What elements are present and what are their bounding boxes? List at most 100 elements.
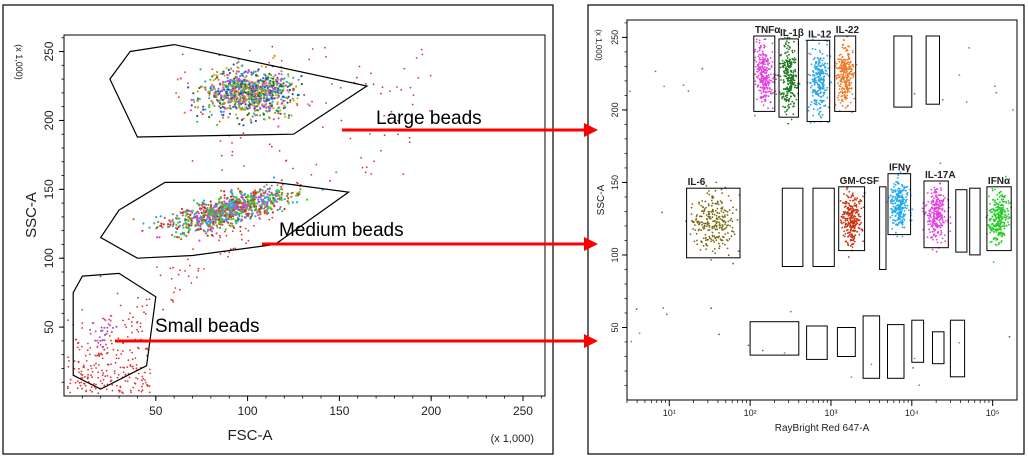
right-population-point [841, 213, 844, 216]
left-bead-point [268, 109, 271, 112]
right-population-point [926, 192, 929, 195]
right-population-point [753, 114, 756, 117]
left-bead-point [258, 95, 261, 98]
right-population-point [846, 94, 848, 97]
right-population-point [785, 59, 787, 62]
right-population-point [847, 235, 849, 238]
right-population-point [721, 207, 724, 210]
right-population-point [718, 232, 720, 234]
right-population-point [890, 194, 892, 197]
left-bead-point [250, 96, 253, 99]
left-debris-point [170, 278, 173, 280]
left-bead-point [168, 219, 171, 222]
left-bead-point [183, 111, 186, 114]
right-population-point [717, 203, 720, 206]
right-population-point [928, 220, 931, 223]
right-population-point [813, 82, 816, 84]
right-population-point [843, 202, 846, 205]
left-bead-point [278, 194, 281, 197]
left-debris-point [271, 45, 274, 48]
left-debris-point [184, 71, 187, 74]
right-population-point [769, 68, 771, 70]
left-bead-point [254, 209, 257, 212]
right-population-point [928, 212, 931, 215]
left-bead-point [223, 88, 226, 91]
left-bead-point [254, 215, 257, 218]
right-population-point [845, 223, 847, 225]
left-bead-point [233, 82, 236, 85]
right-population-point [785, 113, 788, 116]
left-debris-point [81, 345, 83, 348]
left-bead-point [210, 209, 213, 212]
right-population-point [838, 75, 841, 77]
left-bead-point [264, 201, 267, 204]
right-population-point [840, 99, 843, 102]
right-population-point [845, 226, 847, 228]
left-bead-point [300, 83, 303, 86]
right-population-point [811, 84, 813, 87]
left-bead-point [203, 202, 206, 205]
right-population-point [938, 225, 941, 227]
right-population-point [844, 210, 846, 213]
left-bead-point [239, 107, 242, 110]
left-bead-point [244, 106, 247, 109]
left-bead-point [276, 208, 279, 212]
right-population-point [933, 219, 935, 222]
left-bead-point [202, 199, 206, 202]
right-population-point [1000, 190, 1002, 193]
left-debris-point [81, 327, 83, 329]
right-population-point [851, 205, 854, 208]
left-debris-point [66, 385, 69, 388]
left-bead-point [94, 330, 97, 333]
left-bead-point [283, 112, 286, 115]
left-debris-point [409, 86, 412, 89]
right-population-point [929, 214, 932, 217]
right-population-point [764, 69, 766, 72]
left-bead-point [203, 218, 206, 222]
left-bead-point [210, 99, 213, 102]
left-debris-point [91, 370, 94, 373]
right-population-point [805, 39, 807, 42]
right-population-point [838, 92, 841, 94]
left-bead-point [240, 201, 243, 204]
right-population-point [790, 86, 793, 88]
left-bead-point [243, 98, 246, 102]
right-population-point [698, 228, 701, 231]
left-bead-point [272, 198, 275, 202]
right-population-point [845, 240, 848, 243]
left-bead-point [277, 112, 280, 115]
left-bead-point [111, 326, 115, 329]
right-gate-IFNα [986, 186, 1012, 252]
left-debris-point [400, 88, 403, 91]
left-bead-point [264, 118, 267, 121]
left-debris-point [101, 357, 104, 360]
right-population-point [757, 55, 760, 58]
left-bead-point [199, 223, 202, 226]
right-stray-point [941, 98, 944, 101]
left-debris-point [93, 364, 96, 366]
left-debris-point [360, 156, 362, 159]
right-population-point [900, 207, 903, 209]
right-population-point [774, 74, 777, 76]
left-bead-point [214, 88, 217, 91]
left-debris-point [121, 391, 123, 394]
left-bead-point [253, 84, 256, 87]
right-population-point [906, 198, 908, 201]
left-debris-point [370, 72, 372, 75]
right-population-point [849, 217, 852, 220]
right-population-point [754, 80, 757, 83]
right-population-point [785, 43, 787, 45]
right-population-point [921, 207, 924, 210]
right-population-point [708, 193, 711, 196]
left-debris-point [239, 136, 242, 139]
right-population-point [845, 188, 848, 191]
right-population-point [710, 210, 713, 213]
right-population-point [851, 236, 854, 239]
right-population-point [996, 206, 999, 208]
left-bead-point [240, 82, 243, 85]
right-population-point [933, 210, 935, 213]
right-population-point [1000, 225, 1003, 228]
right-population-point [760, 75, 763, 77]
right-population-point [815, 61, 817, 63]
